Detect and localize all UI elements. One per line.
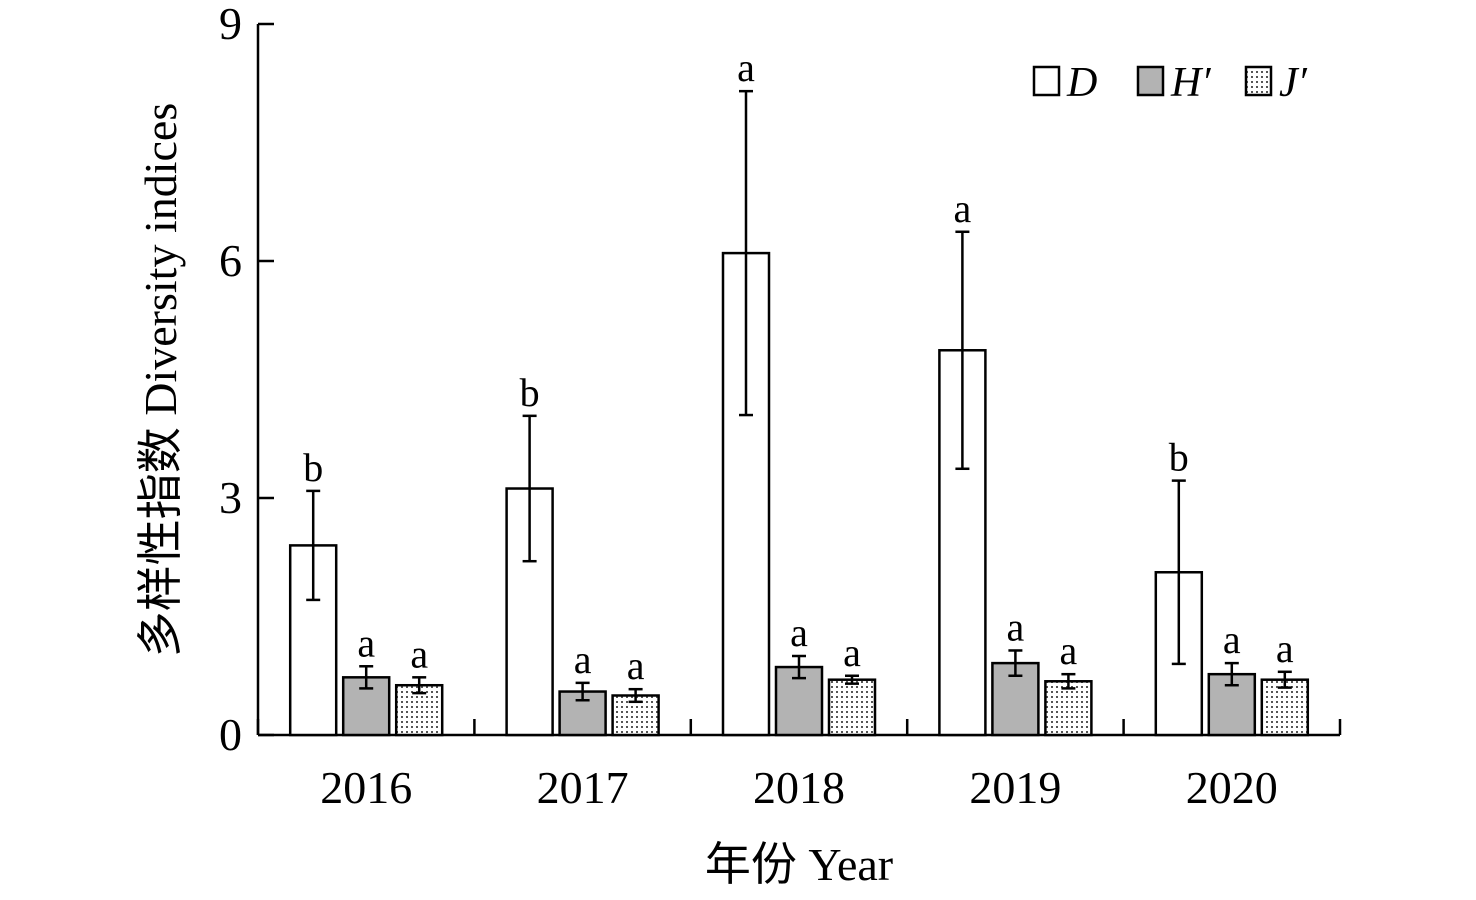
y-axis-title: 多样性指数 Diversity indices	[135, 103, 186, 658]
significance-letter-2017-0: b	[520, 370, 540, 415]
significance-letter-2018-2: a	[843, 630, 861, 675]
significance-letter-2019-1: a	[1007, 604, 1025, 649]
legend-swatch-1	[1136, 65, 1165, 97]
legend-label-1: H′	[1170, 60, 1211, 106]
legend-label-0: D	[1066, 60, 1097, 106]
bar-2018-2	[827, 678, 877, 737]
y-tick-label-3: 9	[219, 0, 242, 49]
significance-letter-2020-0: b	[1169, 435, 1189, 480]
legend: D H′ J′	[1032, 60, 1308, 106]
significance-letter-2018-1: a	[790, 610, 808, 655]
x-tick-label-2016: 2016	[320, 762, 412, 813]
significance-letter-2019-2: a	[1060, 628, 1078, 673]
y-tick-label-0: 0	[219, 709, 242, 760]
significance-letter-2017-1: a	[574, 637, 592, 682]
legend-swatch-0	[1032, 65, 1061, 97]
significance-letter-2020-1: a	[1223, 617, 1241, 662]
x-tick-label-2020: 2020	[1186, 762, 1278, 813]
significance-letter-2019-0: a	[954, 186, 972, 231]
significance-letter-2020-2: a	[1276, 626, 1294, 671]
significance-letter-2018-0: a	[737, 45, 755, 90]
significance-letter-2016-2: a	[410, 631, 428, 676]
y-tick-label-1: 3	[219, 472, 242, 523]
x-axis-title: 年份 Year	[705, 839, 893, 890]
significance-letter-2016-1: a	[357, 620, 375, 665]
x-tick-label-2017: 2017	[537, 762, 629, 813]
legend-label-2: J′	[1279, 60, 1308, 106]
y-tick-label-2: 6	[219, 235, 242, 286]
significance-letter-2017-2: a	[627, 643, 645, 688]
legend-swatch-2	[1244, 65, 1273, 97]
x-tick-label-2018: 2018	[753, 762, 845, 813]
x-tick-label-2019: 2019	[969, 762, 1061, 813]
bar-2020-2	[1260, 678, 1310, 737]
significance-letter-2016-0: b	[303, 445, 323, 490]
